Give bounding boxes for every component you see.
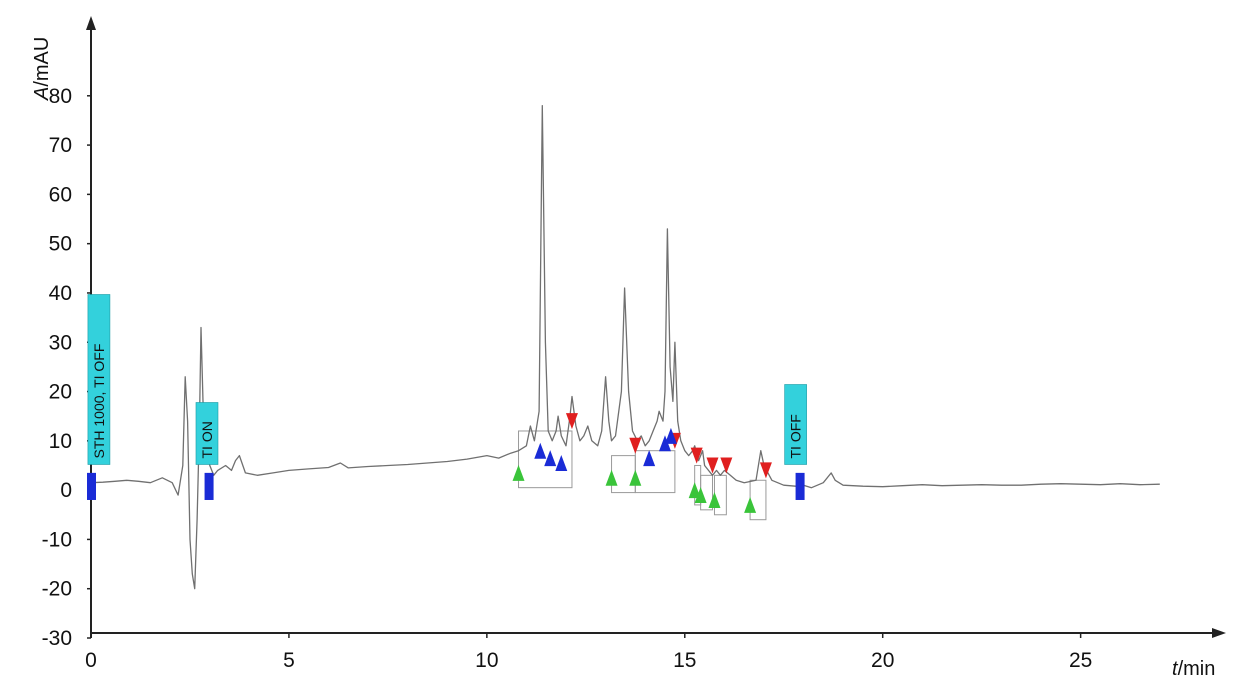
annotation-box	[784, 384, 807, 465]
event-marker	[204, 472, 214, 500]
peak-start-marker	[688, 482, 701, 499]
event-marker	[87, 472, 96, 500]
y-tick-label: 10	[49, 430, 72, 453]
x-tick-label: 20	[871, 649, 894, 672]
peak-start-marker	[694, 487, 707, 504]
peak-apex-marker	[555, 455, 568, 472]
x-tick-label: 10	[475, 649, 498, 672]
y-tick-label: 70	[49, 134, 72, 157]
x-tick-label: 15	[673, 649, 696, 672]
peak-start-marker	[744, 496, 757, 513]
peak-markers	[512, 413, 772, 513]
annotation-label: TI ON	[199, 421, 215, 458]
annotation-label: TI OFF	[788, 414, 804, 458]
trace	[90, 104, 1160, 590]
x-tick-label: 0	[85, 649, 97, 672]
peak-end-marker	[629, 437, 642, 454]
x-tick-label: 5	[283, 649, 295, 672]
y-axis-arrow	[86, 16, 96, 30]
x-axis-arrow	[1212, 628, 1226, 638]
y-tick-label: -20	[42, 578, 72, 601]
y-tick-label: -10	[42, 528, 72, 551]
annotation-box	[195, 402, 219, 465]
peak-start-marker	[708, 491, 721, 508]
event-marker	[795, 472, 805, 500]
annotation-label: STH 1000, TI OFF	[91, 344, 107, 459]
peak-apex-marker	[643, 450, 656, 467]
y-tick-label: 40	[49, 282, 72, 305]
peak-end-marker	[759, 462, 772, 479]
baseline-box	[749, 479, 767, 521]
y-tick-label: 30	[49, 331, 72, 354]
y-tick-label: 80	[49, 85, 72, 108]
y-tick-label: -30	[42, 627, 72, 650]
peak-start-marker	[512, 464, 525, 481]
integration-baseline-boxes	[518, 430, 767, 521]
peak-start-marker	[629, 469, 642, 486]
x-tick-label: 25	[1069, 649, 1092, 672]
annotation-box	[87, 294, 111, 465]
y-tick-label: 0	[60, 479, 72, 502]
peak-start-marker	[605, 469, 618, 486]
peak-end-marker	[565, 413, 578, 430]
peak-end-marker	[706, 457, 719, 474]
y-tick-label: 60	[49, 183, 72, 206]
peak-apex-marker	[658, 435, 671, 452]
y-tick-label: 20	[49, 381, 72, 404]
axes: 80 70 60 50 40 30 20 10 0 -10 -20 -30 0 5 10 15 20 25 A/mA…	[31, 16, 1226, 680]
baseline-box	[518, 430, 573, 489]
peak-apex-marker	[534, 442, 547, 459]
baseline-box	[713, 474, 727, 516]
peak-end-marker	[690, 447, 703, 464]
x-axis-title: t/min	[1172, 658, 1215, 680]
peak-end-marker	[720, 457, 733, 474]
peak-apex-marker	[544, 450, 557, 467]
baseline-box	[611, 455, 636, 494]
peak-apex-marker	[664, 427, 677, 444]
series-line	[90, 104, 1160, 590]
y-axis-title: A/mAU	[31, 37, 53, 101]
annotations: STH 1000, TI OFF TI ON TI OFF	[87, 294, 807, 500]
y-tick-label: 50	[49, 233, 72, 256]
baseline-box	[634, 450, 676, 494]
